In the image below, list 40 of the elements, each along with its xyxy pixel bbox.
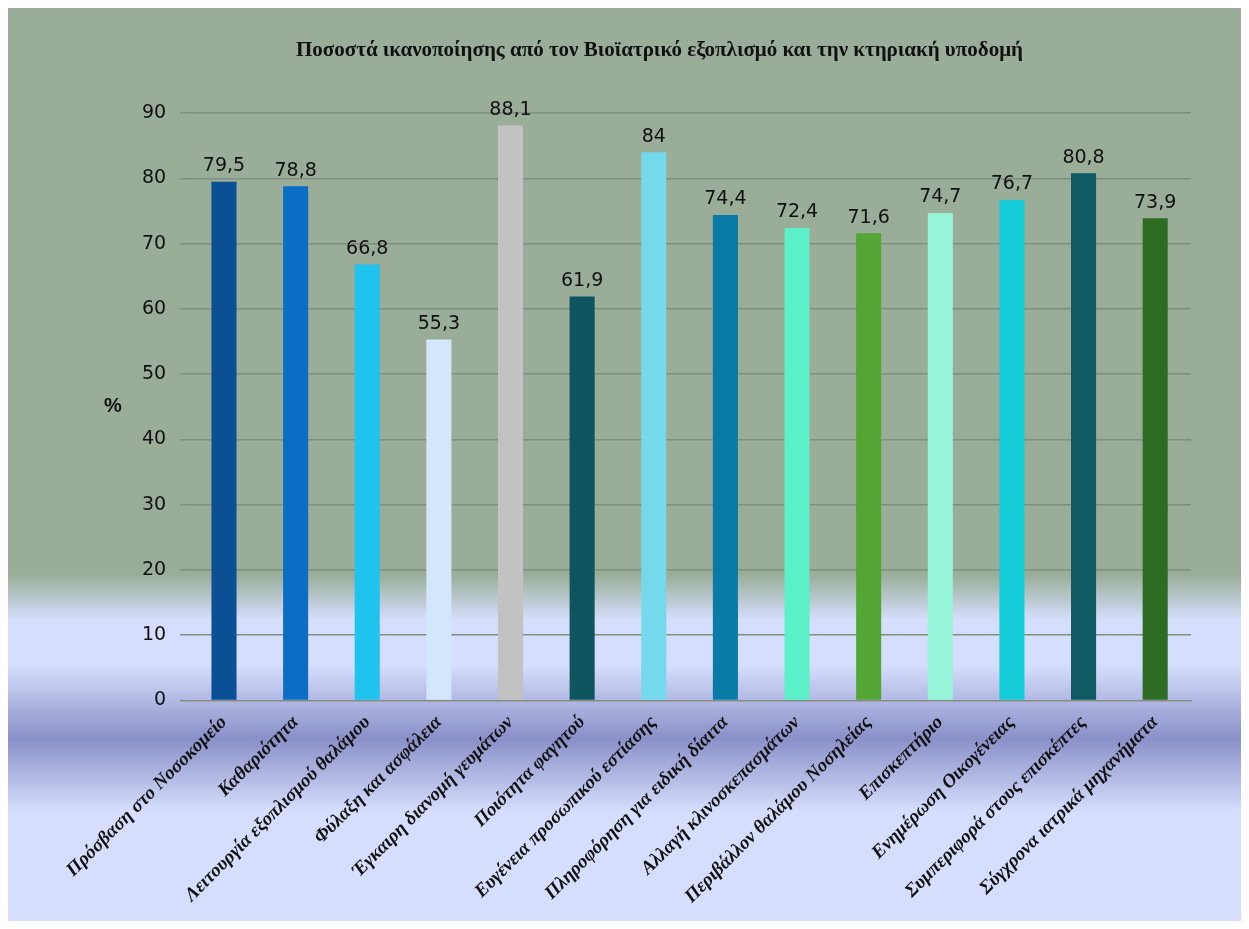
bar xyxy=(211,181,237,700)
bar xyxy=(927,213,953,700)
y-tick-label: 70 xyxy=(141,230,167,253)
bar xyxy=(856,233,882,700)
y-axis-title: % xyxy=(104,394,123,417)
chart-title: Ποσοστά ικανοποίησης από τον Βιοϊατρικό εξοπλισμό και την κτηριακή υποδομή xyxy=(296,37,1024,62)
data-label: 80,8 xyxy=(1062,144,1105,167)
bar xyxy=(784,228,810,700)
bar xyxy=(569,296,595,700)
y-tick-label: 90 xyxy=(141,100,167,123)
y-tick-label: 0 xyxy=(154,687,167,710)
bar xyxy=(426,339,452,700)
data-label: 74,4 xyxy=(704,186,747,209)
y-tick-label: 30 xyxy=(141,491,167,514)
data-label: 76,7 xyxy=(990,171,1034,194)
y-tick-label: 40 xyxy=(141,426,167,449)
data-label: 66,8 xyxy=(346,236,389,258)
data-label: 78,8 xyxy=(274,157,317,180)
bar xyxy=(641,152,667,700)
y-tick-label: 60 xyxy=(141,295,167,318)
bar xyxy=(1071,173,1097,700)
data-label: 79,5 xyxy=(202,153,246,176)
bar xyxy=(999,199,1025,700)
y-tick-label: 50 xyxy=(141,361,167,384)
data-label: 73,9 xyxy=(1134,189,1177,212)
y-tick-label: 20 xyxy=(141,556,167,579)
bar xyxy=(354,264,380,700)
data-label: 71,6 xyxy=(847,204,890,227)
data-label: 61,9 xyxy=(560,267,604,290)
data-label: 72,4 xyxy=(775,199,819,222)
data-label: 74,7 xyxy=(919,184,962,207)
y-tick-label: 80 xyxy=(141,165,167,188)
bar xyxy=(283,186,309,700)
y-tick-label: 10 xyxy=(141,622,167,645)
data-label: 55,3 xyxy=(417,311,461,334)
data-label: 88,1 xyxy=(489,97,532,120)
bar xyxy=(1142,218,1168,700)
bar xyxy=(497,125,524,700)
bar xyxy=(712,214,738,700)
data-label: 84 xyxy=(641,123,666,146)
